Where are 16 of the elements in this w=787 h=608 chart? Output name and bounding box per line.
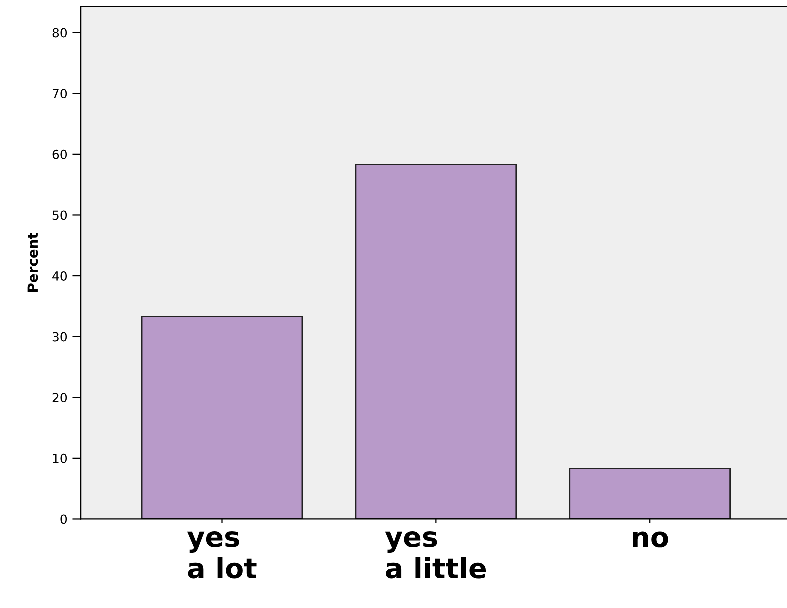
- y-tick-label: 70: [52, 89, 68, 99]
- y-tick-label: 20: [52, 393, 68, 403]
- y-tick-label: 80: [52, 28, 68, 38]
- y-tick-label: 60: [52, 150, 68, 160]
- y-tick-label: 10: [53, 454, 68, 464]
- y-axis-title: Percent: [28, 232, 38, 292]
- bar: [355, 164, 518, 520]
- y-tick-label: 50: [52, 210, 68, 220]
- bar: [569, 468, 732, 520]
- x-tick-label: yes a lot: [187, 532, 257, 579]
- x-tick-label: yes a little: [385, 532, 486, 579]
- bar: [141, 316, 304, 520]
- y-tick-label: 40: [52, 272, 68, 281]
- y-tick-label: 0: [60, 514, 68, 524]
- x-tick-label: no: [632, 532, 668, 548]
- y-tick-label: 30: [52, 332, 68, 342]
